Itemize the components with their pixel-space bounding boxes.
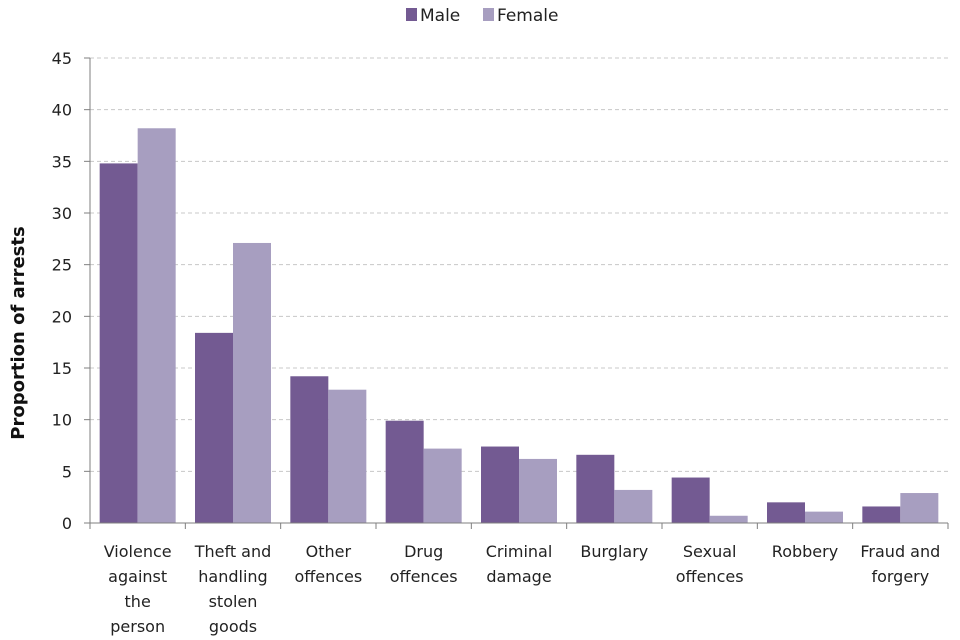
y-tick-label: 40	[52, 101, 72, 120]
bar-male	[195, 332, 233, 523]
x-category-label: Violence	[104, 542, 172, 561]
x-axis-labels: Violence against the person Theft and handlin…	[104, 542, 941, 636]
bar-female	[614, 489, 653, 523]
x-category-label: goods	[209, 617, 257, 636]
x-category-label: forgery	[871, 567, 929, 586]
bar-female	[233, 242, 271, 523]
bar-male	[862, 506, 901, 523]
legend-label-female: Female	[497, 6, 558, 26]
y-tick-label: 35	[52, 152, 72, 171]
x-category-label: offences	[676, 567, 744, 586]
x-category-label: damage	[486, 567, 551, 586]
bar-male	[671, 477, 710, 523]
x-category-label: against	[108, 567, 167, 586]
x-category-label: Criminal	[486, 542, 553, 561]
legend-swatch-female	[483, 8, 494, 21]
x-category-label: Other	[306, 542, 352, 561]
y-tick-label: 20	[52, 307, 72, 326]
y-tick-label: 30	[52, 204, 72, 223]
x-category-label: the	[125, 592, 151, 611]
x-category-label: Theft and	[194, 542, 272, 561]
y-tick-label: 25	[52, 256, 72, 275]
x-category-label: stolen	[209, 592, 258, 611]
bar-male	[385, 420, 424, 523]
legend: Male Female	[406, 6, 558, 26]
bar-male	[481, 446, 519, 523]
bar-female	[423, 448, 462, 523]
bar-male	[99, 163, 138, 523]
y-tick-label: 0	[62, 514, 72, 533]
bar-female	[328, 389, 367, 523]
y-axis-title: Proportion of arrests	[8, 226, 29, 439]
x-category-label: offences	[390, 567, 458, 586]
bar-male	[290, 376, 329, 523]
x-category-label: Drug	[404, 542, 443, 561]
y-axis-ticks: 0 5 10 15 20 25 30 35 40 45	[52, 49, 90, 533]
bar-female	[805, 511, 843, 523]
bars	[99, 128, 939, 523]
bar-female	[137, 128, 176, 523]
x-category-label: Sexual	[683, 542, 737, 561]
x-category-label: handling	[198, 567, 267, 586]
bar-male	[767, 502, 805, 523]
x-category-label: Burglary	[580, 542, 648, 561]
y-tick-label: 5	[62, 462, 72, 481]
x-category-label: Robbery	[772, 542, 838, 561]
bar-male	[576, 454, 615, 523]
x-category-label: offences	[294, 567, 362, 586]
bar-female	[519, 458, 557, 523]
legend-label-male: Male	[420, 6, 460, 26]
axes	[89, 58, 949, 529]
x-category-label: person	[110, 617, 165, 636]
legend-swatch-male	[406, 8, 417, 21]
x-category-label: Fraud and	[860, 542, 940, 561]
y-tick-label: 10	[52, 411, 72, 430]
y-tick-label: 45	[52, 49, 72, 68]
bar-female	[900, 493, 939, 523]
bar-female	[709, 515, 748, 523]
y-tick-label: 15	[52, 359, 72, 378]
